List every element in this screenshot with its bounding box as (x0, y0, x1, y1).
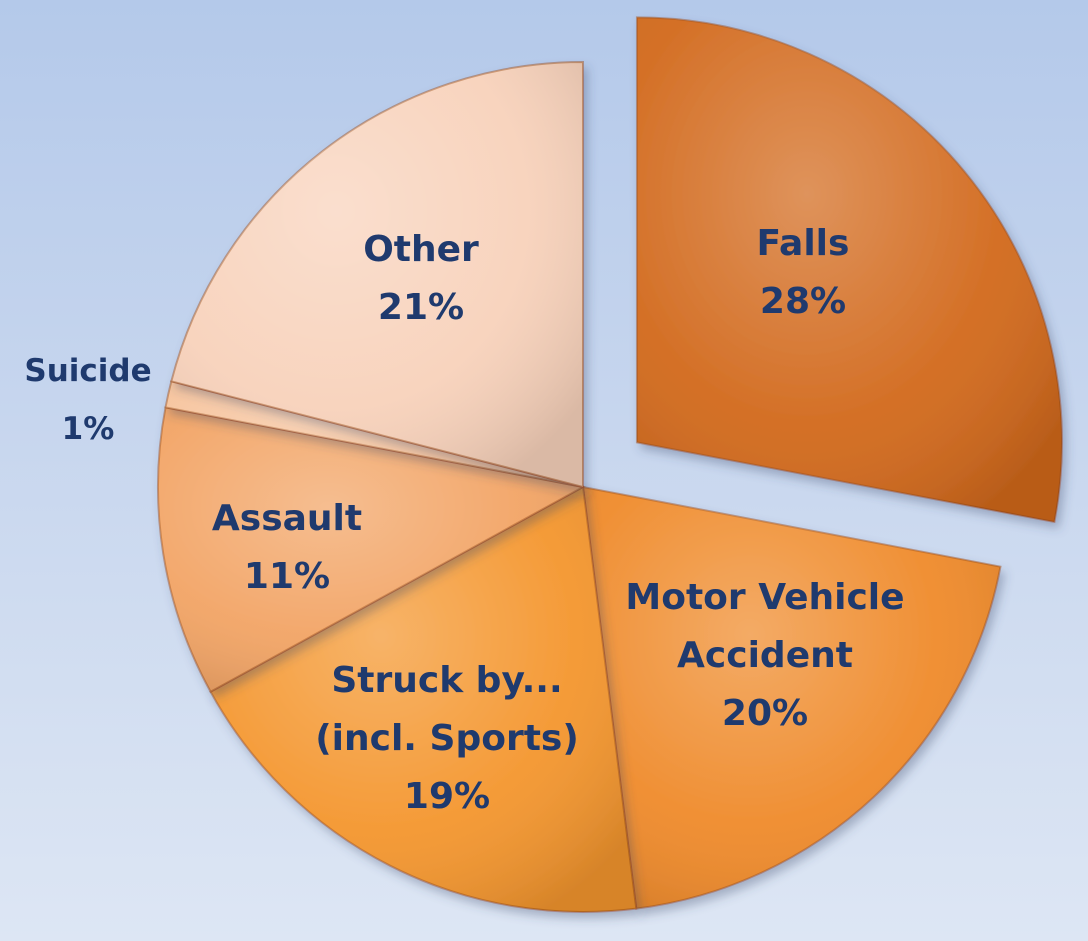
pie-slice-motor-vehicle-accident (581, 485, 1002, 910)
pie-label-motor-vehicle-accident: Motor Vehicle Accident 20% (625, 577, 904, 734)
pie-label-percent: 19% (404, 776, 490, 817)
pie-label-name: Accident (677, 635, 853, 676)
pie-label-suicide: Suicide 1% (24, 353, 151, 447)
pie-label-other: Other 21% (363, 229, 479, 328)
pie-label-percent: 1% (62, 411, 115, 447)
pie-label-name: Falls (757, 223, 850, 264)
pie-label-falls: Falls 28% (757, 223, 850, 322)
pie-labels: Falls 28% Motor Vehicle Accident 20% Struck b… (24, 223, 904, 817)
pie-label-percent: 21% (378, 287, 464, 328)
pie-label-name: Suicide (24, 353, 151, 389)
pie-label-name: Struck by... (331, 660, 562, 701)
pie-label-assault: Assault 11% (212, 498, 362, 597)
pie-slice-struck-by-incl-sports (209, 485, 638, 913)
pie-label-struck-by-incl-sports: Struck by... (incl. Sports) 19% (315, 660, 579, 817)
pie-label-name: Motor Vehicle (625, 577, 904, 618)
pie-slice-other (170, 60, 584, 489)
pie-label-name: Assault (212, 498, 362, 539)
pie-slices (157, 16, 1063, 913)
pie-slice-assault (157, 406, 586, 694)
pie-label-percent: 20% (722, 693, 808, 734)
pie-label-name: Other (363, 229, 479, 270)
pie-slice-falls (635, 16, 1063, 524)
pie-label-percent: 28% (760, 281, 846, 322)
pie-label-name: (incl. Sports) (315, 718, 579, 759)
pie-label-percent: 11% (244, 556, 330, 597)
